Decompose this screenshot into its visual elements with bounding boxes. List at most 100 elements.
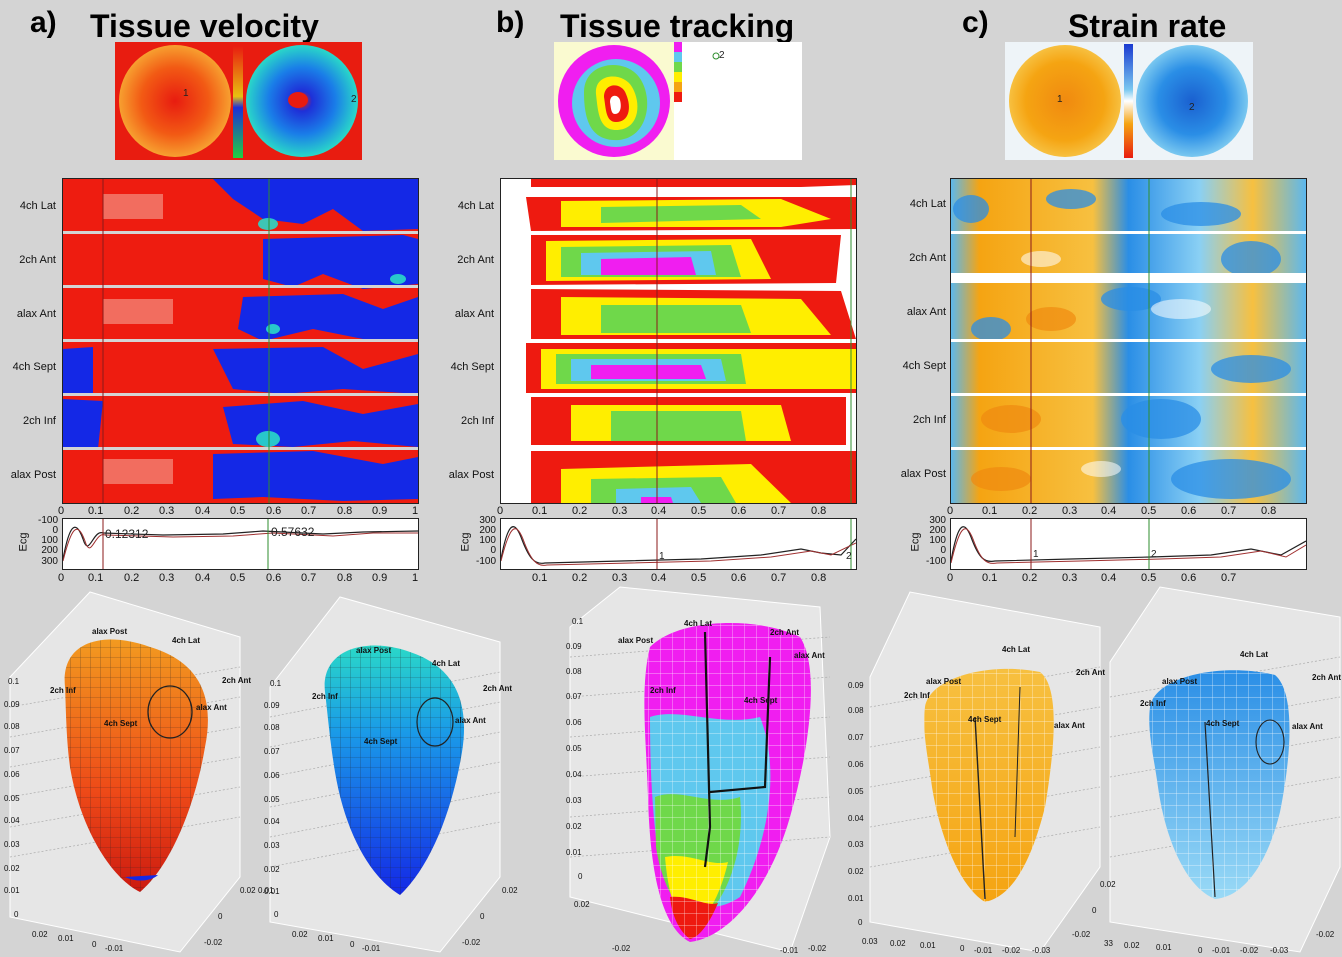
- heart-label: 4ch Lat: [684, 619, 713, 628]
- y-tick: 0.01: [4, 886, 20, 895]
- x-tick: 0.1: [88, 572, 104, 584]
- x-tick: 0.01: [920, 941, 936, 950]
- ecg-b-marker-2: 2: [846, 551, 852, 562]
- segment-label: alax Ant: [906, 306, 946, 318]
- x-tick: -0.03: [1270, 946, 1289, 955]
- x-tick: 0.4: [651, 505, 667, 517]
- x-tick: 1: [412, 505, 419, 517]
- velocity-ecg-trace: 0.12312 0.57632: [62, 518, 419, 570]
- y-tick: 0.05: [4, 794, 20, 803]
- heart-a2: [324, 645, 465, 895]
- x-tick: 0.5: [230, 505, 246, 517]
- strain-ecg-trace: 1 2: [950, 518, 1307, 570]
- y-tick: 0.09: [4, 700, 20, 709]
- y-tick: 0.08: [4, 722, 20, 731]
- panel-a-letter: a): [30, 6, 57, 39]
- x-tick: 0.3: [1062, 505, 1078, 517]
- x-tick: 0.01: [1156, 943, 1172, 952]
- x-tick: 0.1: [982, 572, 998, 584]
- x-tick: 0: [350, 940, 355, 949]
- segment-label: 4ch Lat: [909, 198, 946, 210]
- segment-label: alax Post: [900, 468, 946, 480]
- segment-label: 4ch Sept: [450, 361, 494, 373]
- x-tick: -0.02: [462, 938, 481, 947]
- bullseye-a-marker-1: 1: [183, 88, 189, 99]
- x-tick: 0.9: [372, 572, 388, 584]
- velocity-bullseye-pair: 1 2: [115, 42, 362, 160]
- y-tick: 0.08: [566, 667, 582, 676]
- x-tick: 0.8: [811, 505, 827, 517]
- y-tick: 0.06: [566, 718, 582, 727]
- x-tick: 0.3: [612, 572, 628, 584]
- y-tick: 0.02: [4, 864, 20, 873]
- x-tick: 0.4: [1101, 572, 1117, 584]
- x-tick: 0: [497, 505, 504, 517]
- segment-label: alax Post: [448, 469, 494, 481]
- heart-label: alax Post: [926, 677, 962, 686]
- x-tick: 0.1: [88, 505, 104, 517]
- x-tick: 0.01: [58, 934, 74, 943]
- heart-label: 2ch Inf: [904, 691, 930, 700]
- ecg-ytick: 200: [41, 545, 58, 556]
- x-tick: 0.3: [1062, 572, 1078, 584]
- ecg-ytick: 300: [479, 515, 496, 526]
- ecg-ytick: 300: [41, 556, 58, 567]
- x-tick: 0.4: [195, 505, 211, 517]
- x-tick: 0.02: [1100, 880, 1116, 889]
- x-tick: 0.7: [1221, 505, 1237, 517]
- x-tick: 0.5: [1141, 572, 1157, 584]
- x-tick: -0.01: [105, 944, 124, 953]
- x-tick: -0.01: [780, 946, 799, 955]
- y-tick: 0.01: [848, 894, 864, 903]
- velocity-ecg-graphic: [62, 519, 419, 569]
- segment-label: alax Ant: [454, 308, 494, 320]
- panel-b-title: Tissue tracking: [560, 8, 795, 44]
- tracking-heatmap-graphic: [501, 179, 856, 503]
- x-tick: -0.01: [1212, 946, 1231, 955]
- ecg-ytick: 100: [41, 535, 58, 546]
- x-tick: 0.02: [502, 886, 518, 895]
- tracking-ecg-trace: 1 2: [500, 518, 857, 570]
- x-tick: -0.02: [612, 944, 631, 953]
- segment-label: alax Post: [10, 469, 56, 481]
- bullseye-a-marker-2: 2: [351, 94, 357, 105]
- y-tick: 0.1: [8, 677, 20, 686]
- x-tick: 0.02: [32, 930, 48, 939]
- x-tick: 0.2: [572, 505, 588, 517]
- y-tick: 0.01: [566, 848, 582, 857]
- segment-label: 2ch Inf: [912, 414, 946, 426]
- x-tick: 0.8: [811, 572, 827, 584]
- x-tick: 0: [480, 912, 485, 921]
- x-tick: 0: [58, 572, 65, 584]
- tracking-heatmap: [500, 178, 857, 504]
- x-tick: 0: [947, 505, 954, 517]
- ecg-ytick: 200: [479, 525, 496, 536]
- heart-label: 4ch Lat: [172, 636, 201, 645]
- y-tick: 0.02: [264, 865, 280, 874]
- x-tick: 0.3: [159, 505, 175, 517]
- x-tick: 0.4: [1101, 505, 1117, 517]
- segment-label: 4ch Sept: [902, 360, 946, 372]
- ecg-ytick: 300: [929, 515, 946, 526]
- heart-label: 4ch Lat: [1240, 650, 1269, 659]
- segment-label: 2ch Ant: [457, 254, 494, 266]
- x-tick: -0.02: [204, 938, 223, 947]
- x-tick: 0.01: [318, 934, 334, 943]
- y-tick: 0.04: [566, 770, 582, 779]
- ecg-ytick: 200: [929, 525, 946, 536]
- x-tick: 0.03: [862, 937, 878, 946]
- strain-heatmap-graphic: [951, 179, 1306, 503]
- x-tick: 0.9: [372, 505, 388, 517]
- y-tick: 0.09: [848, 681, 864, 690]
- heart-c2: [1149, 670, 1290, 899]
- panel-b-letter: b): [496, 6, 525, 39]
- segment-label: 4ch Lat: [19, 200, 56, 212]
- tracking-ecg-graphic: [500, 519, 857, 569]
- x-tick: 0.8: [337, 505, 353, 517]
- x-tick: 0: [218, 912, 223, 921]
- ecg-ytick: 0: [52, 525, 58, 536]
- heart-label: alax Ant: [1292, 722, 1323, 731]
- x-tick: 0.01: [258, 886, 274, 895]
- x-tick: 0.1: [532, 505, 548, 517]
- heart-label: 2ch Inf: [50, 686, 76, 695]
